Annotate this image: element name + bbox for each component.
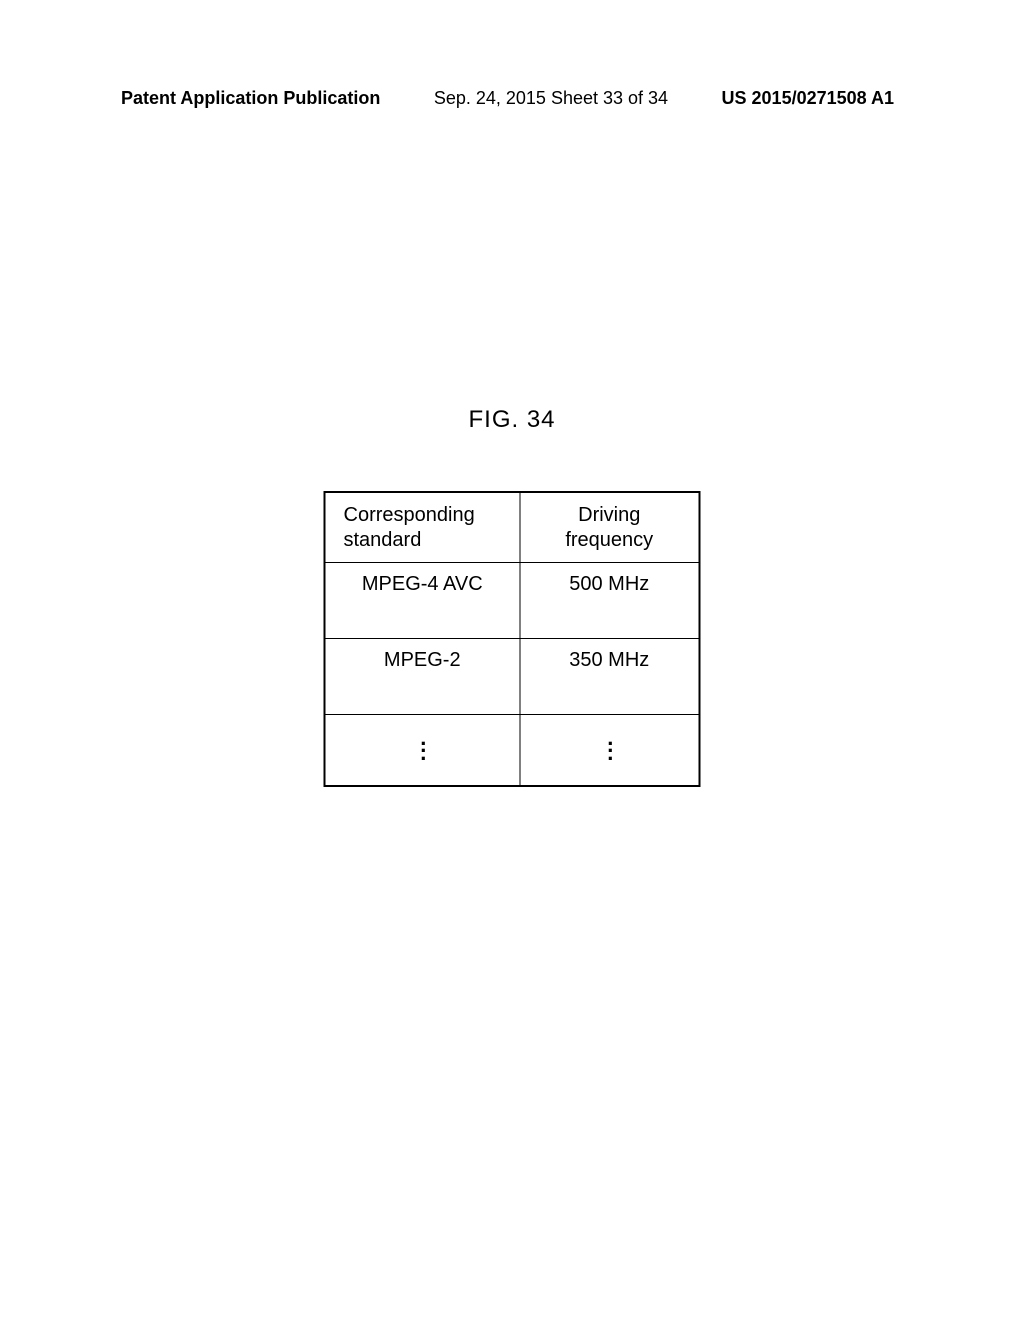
cell-frequency: 500 MHz (520, 562, 700, 638)
header-publication-type: Patent Application Publication (121, 88, 380, 109)
table-header-row: Corresponding standard Driving frequency (325, 492, 700, 562)
cell-ellipsis: ... (325, 714, 520, 786)
table-row: MPEG-4 AVC 500 MHz (325, 562, 700, 638)
cell-standard: MPEG-2 (325, 638, 520, 714)
column-header-standard: Corresponding standard (325, 492, 520, 562)
cell-frequency: 350 MHz (520, 638, 700, 714)
cell-standard: MPEG-4 AVC (325, 562, 520, 638)
page-header: Patent Application Publication Sep. 24, … (121, 88, 894, 109)
cell-ellipsis: ... (520, 714, 700, 786)
figure-title: FIG. 34 (468, 406, 555, 434)
table-row: MPEG-2 350 MHz (325, 638, 700, 714)
frequency-table-container: Corresponding standard Driving frequency… (324, 491, 701, 787)
header-date-sheet: Sep. 24, 2015 Sheet 33 of 34 (434, 88, 668, 109)
table-row-ellipsis: ... ... (325, 714, 700, 786)
column-header-frequency: Driving frequency (520, 492, 700, 562)
frequency-table: Corresponding standard Driving frequency… (324, 491, 701, 787)
header-publication-number: US 2015/0271508 A1 (722, 88, 894, 109)
